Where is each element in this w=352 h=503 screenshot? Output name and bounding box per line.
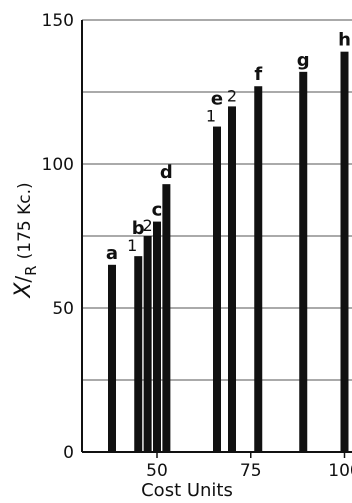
bar bbox=[213, 126, 221, 452]
bar-label: d bbox=[160, 162, 173, 183]
svg-text:X/R(175 Kc.): X/R (175 Kc.) bbox=[11, 182, 40, 298]
bar bbox=[153, 221, 161, 452]
bar bbox=[340, 51, 349, 453]
bar-label: f bbox=[254, 64, 262, 85]
bar bbox=[254, 86, 263, 453]
y-tick-label: 100 bbox=[42, 155, 74, 175]
y-tick-labels: 0 50 100 150 bbox=[42, 11, 74, 463]
y-axis-title-rest: (175 Kc.) bbox=[15, 182, 35, 259]
bar-sub-label: 2 bbox=[143, 216, 153, 235]
bars bbox=[108, 51, 349, 453]
y-tick-label: 0 bbox=[63, 443, 74, 463]
bar bbox=[143, 236, 152, 452]
x-tick-label: 75 bbox=[240, 461, 262, 481]
x-tick-labels: 50 75 100 bbox=[146, 452, 352, 481]
bar bbox=[134, 256, 143, 452]
bar bbox=[299, 71, 308, 452]
bar-label: a bbox=[106, 243, 118, 264]
bar-label: g bbox=[297, 50, 310, 71]
y-axis-title-slash: / bbox=[11, 276, 35, 283]
bar-sub-label: 1 bbox=[127, 236, 137, 255]
bar bbox=[228, 106, 236, 453]
bar-sub-label: 1 bbox=[206, 107, 216, 126]
bar-label: b bbox=[132, 218, 145, 239]
bar-label: h bbox=[338, 30, 351, 51]
bar bbox=[162, 184, 171, 452]
y-axis-title-r: R bbox=[22, 265, 40, 275]
bar-label: c bbox=[152, 200, 163, 221]
x-axis-title: Cost Units bbox=[141, 480, 233, 501]
y-tick-label: 150 bbox=[42, 11, 74, 31]
x-tick-label: 50 bbox=[146, 461, 168, 481]
bar-sub-label: 2 bbox=[227, 86, 237, 105]
bar-label: e bbox=[211, 89, 223, 110]
bar bbox=[108, 264, 116, 452]
y-axis-title-x: X bbox=[11, 282, 36, 299]
y-tick-label: 50 bbox=[52, 299, 74, 319]
y-axis-title: X/R (175 Kc.) bbox=[11, 182, 40, 298]
x-tick-label: 100 bbox=[328, 461, 352, 481]
